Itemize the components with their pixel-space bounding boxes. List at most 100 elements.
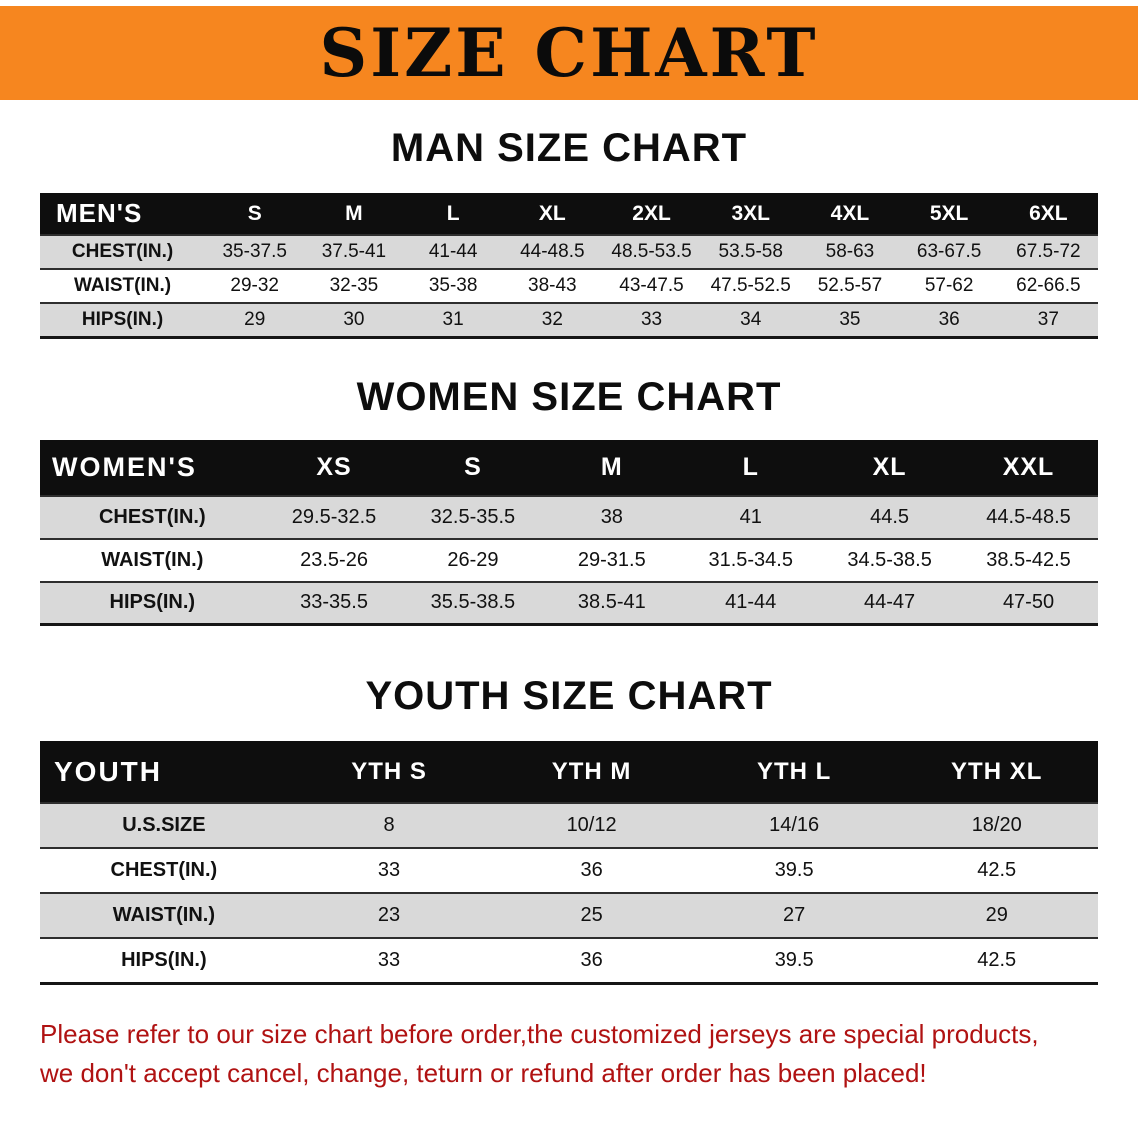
size-column-header: S [205, 193, 305, 235]
disclaimer-line-1: Please refer to our size chart before or… [40, 1018, 1039, 1049]
size-column-header: 5XL [899, 193, 999, 235]
row-label-cell: WAIST(IN.) [40, 537, 265, 582]
table-header-row: YOUTH YTH S YTH M YTH L YTH XL [40, 741, 1098, 803]
row-label-cell: CHEST(IN.) [40, 494, 265, 539]
size-column-header: XS [264, 439, 404, 496]
measurement-row: CHEST(IN.) 33 36 39.5 42.5 [40, 847, 1098, 893]
value-cell: 14/16 [692, 802, 896, 848]
man-size-chart-section: MEN'S S M L XL 2XL 3XL 4XL 5XL 6XL CHEST(IN.) 35-37… [40, 193, 1098, 339]
row-label-cell: CHEST(IN.) [40, 847, 288, 893]
table-title-cell: WOMEN'S [40, 439, 265, 496]
size-column-header: 6XL [998, 193, 1098, 235]
man-size-chart-heading: MAN SIZE CHART [390, 126, 748, 170]
value-cell: 36 [899, 302, 999, 337]
value-cell: 23 [287, 892, 491, 938]
measurement-row: WAIST(IN.) 23.5-26 26-29 29-31.5 31.5-34.5 34… [40, 537, 1098, 582]
value-cell: 33 [287, 937, 491, 983]
value-cell: 34 [701, 302, 801, 337]
value-cell: 44-48.5 [502, 234, 602, 269]
size-column-header: 4XL [800, 193, 900, 235]
youth-size-chart-section: YOUTH YTH S YTH M YTH L YTH XL U.S.SIZE 8 10/12… [40, 741, 1098, 985]
value-cell: 58-63 [800, 234, 900, 269]
value-cell: 39.5 [692, 847, 896, 893]
value-cell: 34.5-38.5 [820, 537, 960, 582]
measurement-row: HIPS(IN.) 29 30 31 32 33 34 35 36 37 [40, 302, 1098, 337]
measurement-row: HIPS(IN.) 33-35.5 35.5-38.5 38.5-41 41-44 44-… [40, 580, 1098, 625]
value-cell: 18/20 [895, 802, 1098, 848]
value-cell: 36 [490, 847, 693, 893]
value-cell: 67.5-72 [998, 234, 1098, 269]
value-cell: 25 [490, 892, 693, 938]
value-cell: 52.5-57 [800, 268, 900, 303]
row-label-cell: CHEST(IN.) [40, 234, 206, 269]
womens-size-table: WOMEN'S XS S M L XL XXL CHEST(IN.) 29.5-32.5 32.5… [40, 439, 1098, 626]
table-title-cell: MEN'S [40, 193, 206, 235]
women-size-chart-section: WOMEN'S XS S M L XL XXL CHEST(IN.) 29.5-32.5 32.5… [40, 439, 1098, 626]
value-cell: 33-35.5 [264, 580, 404, 625]
value-cell: 44.5-48.5 [959, 494, 1098, 539]
value-cell: 43-47.5 [601, 268, 702, 303]
measurement-row: CHEST(IN.) 29.5-32.5 32.5-35.5 38 41 44.5 44.5… [40, 494, 1098, 539]
value-cell: 37 [998, 302, 1098, 337]
value-cell: 48.5-53.5 [601, 234, 702, 269]
value-cell: 32 [502, 302, 602, 337]
value-cell: 35.5-38.5 [403, 580, 543, 625]
value-cell: 32-35 [304, 268, 404, 303]
measurement-row: HIPS(IN.) 33 36 39.5 42.5 [40, 937, 1098, 983]
measurement-row: CHEST(IN.) 35-37.5 37.5-41 41-44 44-48.5 48.5… [40, 234, 1098, 269]
value-cell: 32.5-35.5 [403, 494, 543, 539]
measurement-row: WAIST(IN.) 23 25 27 29 [40, 892, 1098, 938]
size-column-header: XL [820, 439, 960, 496]
disclaimer: Please refer to our size chart before or… [40, 1015, 1098, 1093]
value-cell: 53.5-58 [701, 234, 801, 269]
value-cell: 42.5 [895, 847, 1098, 893]
disclaimer-line-2: we don't accept cancel, change, teturn o… [40, 1057, 927, 1088]
value-cell: 47-50 [959, 580, 1098, 625]
measurement-row: WAIST(IN.) 29-32 32-35 35-38 38-43 43-47.5 47.… [40, 268, 1098, 303]
women-size-chart-heading: WOMEN SIZE CHART [356, 374, 782, 419]
value-cell: 57-62 [899, 268, 999, 303]
row-label-cell: HIPS(IN.) [40, 580, 265, 625]
value-cell: 38 [542, 494, 682, 539]
value-cell: 36 [490, 937, 693, 983]
value-cell: 39.5 [692, 937, 896, 983]
value-cell: 44.5 [820, 494, 960, 539]
value-cell: 31.5-34.5 [681, 537, 821, 582]
size-column-header: S [403, 439, 543, 496]
value-cell: 26-29 [403, 537, 543, 582]
value-cell: 41-44 [403, 234, 503, 269]
measurement-row: U.S.SIZE 8 10/12 14/16 18/20 [40, 802, 1098, 848]
table-title-cell: YOUTH [40, 741, 288, 803]
row-label-cell: WAIST(IN.) [40, 892, 288, 938]
size-column-header: YTH L [692, 741, 896, 803]
size-column-header: M [542, 439, 682, 496]
value-cell: 33 [287, 847, 491, 893]
size-column-header: M [304, 193, 404, 235]
size-column-header: 3XL [701, 193, 801, 235]
size-column-header: XXL [959, 439, 1098, 496]
size-column-header: YTH XL [895, 741, 1098, 803]
value-cell: 63-67.5 [899, 234, 999, 269]
value-cell: 10/12 [490, 802, 693, 848]
value-cell: 37.5-41 [304, 234, 404, 269]
value-cell: 41 [681, 494, 821, 539]
value-cell: 42.5 [895, 937, 1098, 983]
size-column-header: YTH M [490, 741, 693, 803]
value-cell: 47.5-52.5 [701, 268, 801, 303]
value-cell: 62-66.5 [998, 268, 1098, 303]
mens-size-table: MEN'S S M L XL 2XL 3XL 4XL 5XL 6XL CHEST(IN.) 35-37… [40, 193, 1098, 339]
value-cell: 29.5-32.5 [264, 494, 404, 539]
value-cell: 33 [601, 302, 702, 337]
row-label-cell: HIPS(IN.) [40, 937, 288, 983]
row-label-cell: U.S.SIZE [40, 802, 288, 848]
value-cell: 35-37.5 [205, 234, 305, 269]
value-cell: 8 [287, 802, 491, 848]
row-label-cell: HIPS(IN.) [40, 302, 206, 337]
value-cell: 27 [692, 892, 896, 938]
table-header-row: WOMEN'S XS S M L XL XXL [40, 439, 1098, 496]
row-label-cell: WAIST(IN.) [40, 268, 206, 303]
value-cell: 44-47 [820, 580, 960, 625]
value-cell: 38.5-41 [542, 580, 682, 625]
youth-size-table: YOUTH YTH S YTH M YTH L YTH XL U.S.SIZE 8 10/12… [40, 741, 1098, 985]
size-chart-banner: SIZE CHART [0, 6, 1138, 100]
